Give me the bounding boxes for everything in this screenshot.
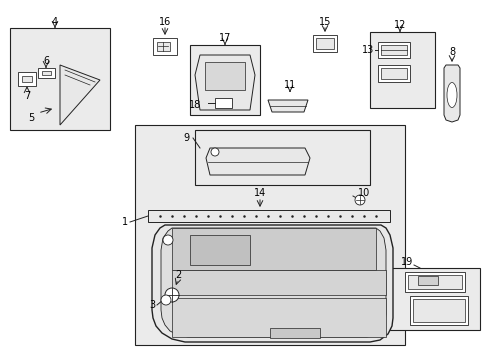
Text: 8: 8	[448, 47, 454, 57]
Bar	[377, 65, 409, 82]
Bar	[380, 68, 406, 79]
Text: 3: 3	[148, 300, 155, 310]
Polygon shape	[267, 100, 307, 112]
Text: 19: 19	[400, 257, 412, 267]
Text: 13: 13	[361, 45, 373, 55]
Bar	[377, 42, 409, 58]
Bar	[389, 268, 479, 330]
Bar	[404, 272, 464, 292]
Text: 15: 15	[318, 17, 330, 27]
Text: 5: 5	[28, 113, 34, 123]
Text: 10: 10	[357, 188, 369, 198]
Bar	[157, 42, 170, 51]
Bar	[42, 71, 51, 75]
Bar	[148, 210, 389, 222]
Polygon shape	[205, 148, 309, 175]
Bar	[409, 296, 467, 325]
Text: 14: 14	[253, 188, 265, 198]
Bar	[215, 98, 231, 108]
Polygon shape	[443, 65, 459, 122]
Bar	[315, 38, 333, 49]
Bar	[204, 62, 244, 90]
Bar	[22, 76, 32, 82]
Polygon shape	[195, 55, 254, 110]
Text: 17: 17	[218, 33, 231, 43]
Bar	[380, 45, 406, 55]
Bar	[269, 328, 319, 338]
Bar	[135, 125, 404, 345]
Text: 18: 18	[188, 100, 201, 110]
Bar	[369, 32, 434, 108]
Circle shape	[164, 288, 179, 302]
Circle shape	[161, 295, 171, 305]
Polygon shape	[60, 65, 100, 125]
Text: 2: 2	[175, 270, 181, 280]
Circle shape	[354, 195, 364, 205]
Bar	[195, 130, 369, 185]
Text: 12: 12	[393, 20, 406, 30]
Text: 9: 9	[183, 133, 190, 143]
Bar	[190, 235, 249, 265]
Polygon shape	[161, 228, 385, 337]
Bar	[412, 299, 464, 322]
Bar	[312, 35, 336, 52]
Bar	[38, 68, 55, 78]
Bar	[153, 38, 177, 55]
Bar	[407, 275, 461, 289]
Bar	[172, 270, 385, 295]
Text: 1: 1	[122, 217, 128, 227]
Bar	[190, 45, 260, 115]
Text: 6: 6	[43, 56, 49, 66]
Circle shape	[163, 235, 173, 245]
Text: 11: 11	[284, 80, 296, 90]
Bar	[18, 72, 36, 86]
Bar	[10, 28, 110, 130]
Text: 16: 16	[159, 17, 171, 27]
Bar	[172, 298, 385, 337]
Polygon shape	[172, 228, 375, 270]
Bar	[417, 276, 437, 285]
Ellipse shape	[446, 82, 456, 108]
Text: 4: 4	[52, 17, 58, 27]
Circle shape	[210, 148, 219, 156]
Text: 7: 7	[24, 91, 30, 101]
Polygon shape	[152, 225, 392, 342]
